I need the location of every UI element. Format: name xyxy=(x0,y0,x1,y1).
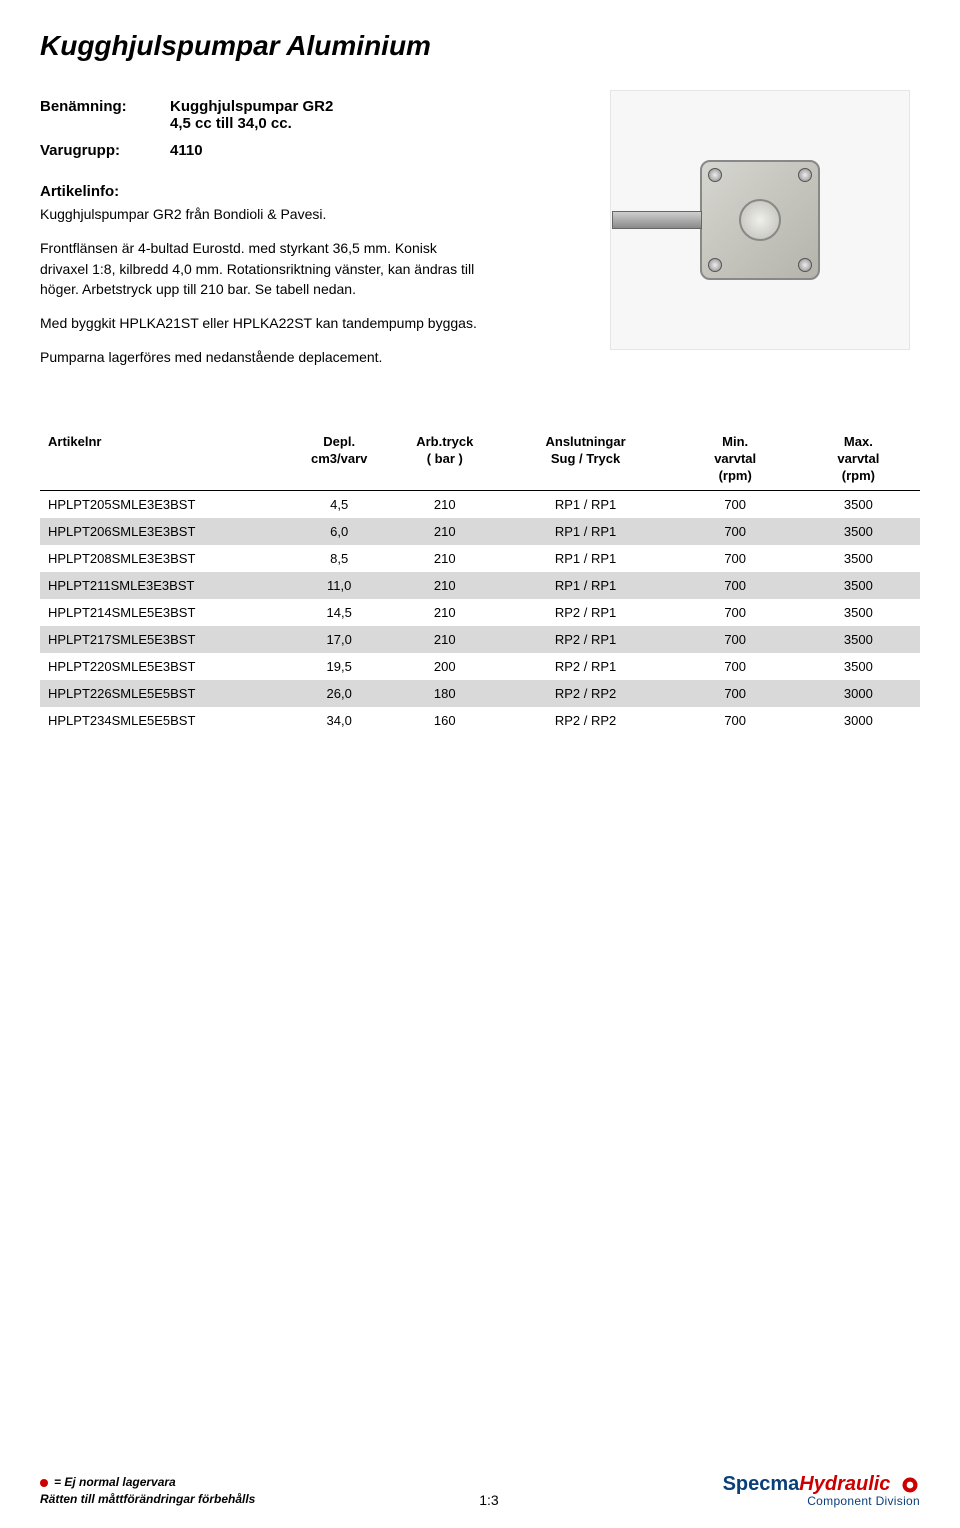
table-cell: 210 xyxy=(392,599,498,626)
table-row: HPLPT234SMLE5E5BST34,0160RP2 / RP2700300… xyxy=(40,707,920,734)
table-col-header: AnslutningarSug / Tryck xyxy=(498,428,674,491)
table-row: HPLPT206SMLE3E3BST6,0210RP1 / RP17003500 xyxy=(40,518,920,545)
page-title: Kugghjulspumpar Aluminium xyxy=(40,30,920,62)
table-cell: 3000 xyxy=(797,680,920,707)
table-col-header: Max.varvtal(rpm) xyxy=(797,428,920,491)
table-col-header: Artikelnr xyxy=(40,428,286,491)
benamning-line1: Kugghjulspumpar GR2 xyxy=(170,98,333,115)
table-cell: 160 xyxy=(392,707,498,734)
varugrupp-value: 4110 xyxy=(170,142,203,159)
table-cell: HPLPT206SMLE3E3BST xyxy=(40,518,286,545)
table-cell: RP2 / RP1 xyxy=(498,653,674,680)
table-cell: 3500 xyxy=(797,572,920,599)
artikelinfo-p4: Pumparna lagerföres med nedanstående dep… xyxy=(40,347,480,367)
varugrupp-label: Varugrupp: xyxy=(40,142,170,159)
table-cell: 11,0 xyxy=(286,572,392,599)
brand-name-1: Specma xyxy=(723,1473,800,1495)
table-cell: HPLPT217SMLE5E3BST xyxy=(40,626,286,653)
table-cell: RP1 / RP1 xyxy=(498,545,674,572)
data-table: ArtikelnrDepl.cm3/varvArb.tryck( bar )An… xyxy=(40,428,920,735)
table-cell: 3500 xyxy=(797,599,920,626)
table-row: HPLPT217SMLE5E3BST17,0210RP2 / RP1700350… xyxy=(40,626,920,653)
artikelinfo-p2: Frontflänsen är 4-bultad Eurostd. med st… xyxy=(40,238,480,299)
page-footer: = Ej normal lagervara Rätten till måttfö… xyxy=(40,1473,920,1508)
table-row: HPLPT220SMLE5E3BST19,5200RP2 / RP1700350… xyxy=(40,653,920,680)
table-cell: HPLPT234SMLE5E5BST xyxy=(40,707,286,734)
table-cell: RP2 / RP2 xyxy=(498,707,674,734)
table-cell: RP2 / RP1 xyxy=(498,626,674,653)
table-cell: 4,5 xyxy=(286,491,392,519)
table-cell: 700 xyxy=(674,599,797,626)
table-cell: 14,5 xyxy=(286,599,392,626)
table-cell: 17,0 xyxy=(286,626,392,653)
table-cell: 200 xyxy=(392,653,498,680)
table-cell: 19,5 xyxy=(286,653,392,680)
artikelinfo-p3: Med byggkit HPLKA21ST eller HPLKA22ST ka… xyxy=(40,313,480,333)
table-cell: RP2 / RP1 xyxy=(498,599,674,626)
table-cell: 210 xyxy=(392,545,498,572)
table-cell: 8,5 xyxy=(286,545,392,572)
table-cell: 700 xyxy=(674,491,797,519)
table-cell: 180 xyxy=(392,680,498,707)
table-cell: HPLPT205SMLE3E3BST xyxy=(40,491,286,519)
table-cell: HPLPT214SMLE5E3BST xyxy=(40,599,286,626)
table-cell: RP1 / RP1 xyxy=(498,518,674,545)
table-cell: 34,0 xyxy=(286,707,392,734)
table-cell: 3500 xyxy=(797,626,920,653)
table-row: HPLPT226SMLE5E5BST26,0180RP2 / RP2700300… xyxy=(40,680,920,707)
table-cell: 3000 xyxy=(797,707,920,734)
artikelinfo-p1: Kugghjulspumpar GR2 från Bondioli & Pave… xyxy=(40,204,480,224)
table-cell: RP1 / RP1 xyxy=(498,572,674,599)
table-cell: 700 xyxy=(674,626,797,653)
table-cell: 700 xyxy=(674,572,797,599)
table-row: HPLPT214SMLE5E3BST14,5210RP2 / RP1700350… xyxy=(40,599,920,626)
pump-illustration xyxy=(700,160,820,280)
rights-text: Rätten till måttförändringar förbehålls xyxy=(40,1491,255,1508)
legend-line: = Ej normal lagervara xyxy=(40,1474,255,1491)
table-head: ArtikelnrDepl.cm3/varvArb.tryck( bar )An… xyxy=(40,428,920,491)
page-number: 1:3 xyxy=(255,1492,722,1508)
table-cell: RP2 / RP2 xyxy=(498,680,674,707)
table-cell: 3500 xyxy=(797,491,920,519)
table-cell: RP1 / RP1 xyxy=(498,491,674,519)
table-cell: 700 xyxy=(674,545,797,572)
table-cell: 210 xyxy=(392,626,498,653)
table-cell: 6,0 xyxy=(286,518,392,545)
table-cell: 210 xyxy=(392,572,498,599)
table-body: HPLPT205SMLE3E3BST4,5210RP1 / RP17003500… xyxy=(40,491,920,735)
table-row: HPLPT208SMLE3E3BST8,5210RP1 / RP17003500 xyxy=(40,545,920,572)
table-col-header: Arb.tryck( bar ) xyxy=(392,428,498,491)
benamning-line2: 4,5 cc till 34,0 cc. xyxy=(170,115,333,132)
table-cell: 210 xyxy=(392,491,498,519)
gear-icon xyxy=(900,1475,920,1495)
table-cell: 700 xyxy=(674,707,797,734)
brand-logo: SpecmaHydraulic Component Division xyxy=(723,1473,920,1508)
product-image xyxy=(610,90,910,350)
table-cell: 3500 xyxy=(797,545,920,572)
table-col-header: Depl.cm3/varv xyxy=(286,428,392,491)
table-cell: HPLPT211SMLE3E3BST xyxy=(40,572,286,599)
table-col-header: Min.varvtal(rpm) xyxy=(674,428,797,491)
table-cell: 26,0 xyxy=(286,680,392,707)
brand-subline: Component Division xyxy=(723,1495,920,1508)
table-cell: 700 xyxy=(674,653,797,680)
table-cell: HPLPT220SMLE5E3BST xyxy=(40,653,286,680)
legend-text: = Ej normal lagervara xyxy=(54,1475,176,1489)
table-cell: 210 xyxy=(392,518,498,545)
table-cell: 700 xyxy=(674,680,797,707)
table-row: HPLPT211SMLE3E3BST11,0210RP1 / RP1700350… xyxy=(40,572,920,599)
table-cell: 3500 xyxy=(797,518,920,545)
table-row: HPLPT205SMLE3E3BST4,5210RP1 / RP17003500 xyxy=(40,491,920,519)
brand-name-2: Hydraulic xyxy=(799,1473,890,1495)
table-cell: HPLPT226SMLE5E5BST xyxy=(40,680,286,707)
legend-dot-icon xyxy=(40,1479,48,1487)
table-cell: 700 xyxy=(674,518,797,545)
table-cell: 3500 xyxy=(797,653,920,680)
table-cell: HPLPT208SMLE3E3BST xyxy=(40,545,286,572)
benamning-label: Benämning: xyxy=(40,98,170,132)
data-table-wrap: ArtikelnrDepl.cm3/varvArb.tryck( bar )An… xyxy=(40,428,920,735)
